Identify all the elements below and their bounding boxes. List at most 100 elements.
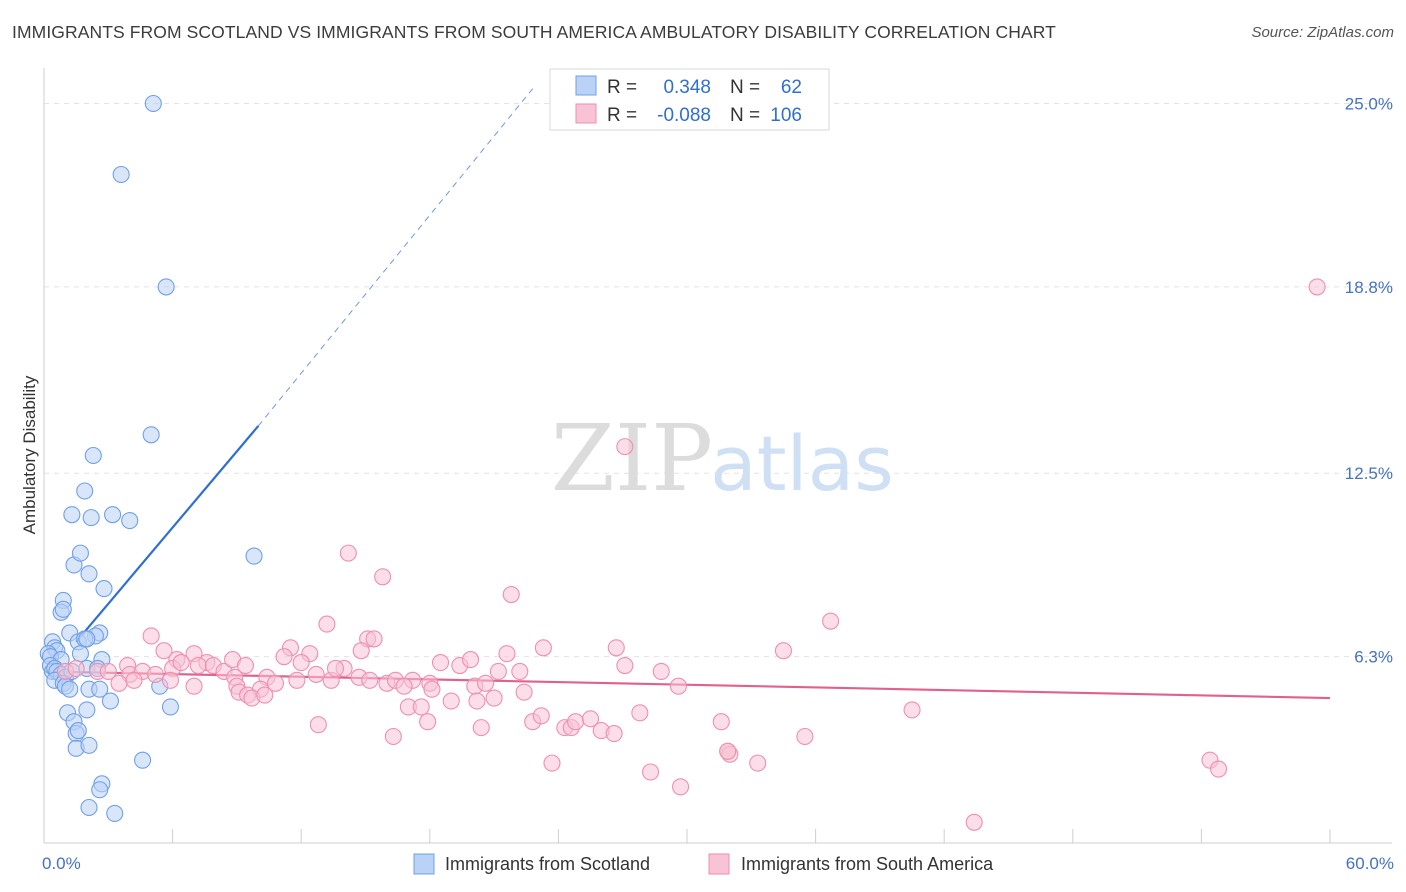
south-america-point [1308, 278, 1326, 296]
south-america-point [185, 677, 203, 695]
south-america-point [774, 642, 793, 660]
south-america-point [822, 612, 840, 630]
south-america-point [419, 713, 437, 731]
stats-r-value-2: -0.088 [657, 105, 711, 126]
stats-swatch-south-america [575, 103, 597, 124]
south-america-point [309, 716, 327, 734]
south-america-point [581, 710, 600, 728]
south-america-point [146, 665, 165, 683]
y-tick-label: 18.8% [1345, 278, 1393, 297]
trend-lines [43, 88, 1331, 700]
south-america-point [642, 763, 660, 781]
south-america-point [461, 651, 480, 669]
x-minor-ticks [43, 829, 1331, 843]
south-america-point [468, 692, 486, 710]
south-america-point [502, 585, 520, 604]
south-america-point [442, 692, 460, 710]
south-america-point [903, 701, 921, 719]
y-tick-label: 25.0% [1345, 94, 1393, 113]
scotland-point [80, 565, 98, 583]
scotland-point [157, 278, 175, 296]
scotland-point [54, 600, 72, 618]
south-america-point [616, 656, 634, 675]
south-america-point [543, 754, 561, 772]
stats-swatch-scotland [575, 75, 597, 96]
south-america-point [172, 654, 190, 672]
scotland-point [112, 165, 130, 184]
south-america-point [307, 665, 325, 683]
south-america-point [719, 742, 737, 760]
scotland-point [61, 680, 79, 698]
south-america-point [161, 671, 180, 689]
scotland-point [101, 692, 119, 710]
stats-n-value-2: 106 [770, 105, 802, 126]
south-america-point [1209, 760, 1228, 778]
south-america-point [395, 677, 413, 695]
gridlines [44, 102, 1392, 658]
stats-box: R = 0.348 N = 62 R = -0.088 N = 106 [549, 68, 830, 131]
south-america-point [142, 627, 160, 645]
legend: Immigrants from Scotland Immigrants from… [413, 853, 994, 875]
south-america-point [125, 671, 143, 689]
south-america-point [236, 656, 255, 675]
south-america-point [361, 671, 379, 689]
x-tick-label: 60.0% [1346, 854, 1394, 873]
scotland-point [142, 426, 160, 444]
scotland-point [91, 680, 109, 698]
south-america-point [318, 615, 336, 633]
scotland-point [76, 482, 94, 500]
south-america-point [534, 639, 552, 657]
south-america-point [566, 713, 585, 731]
watermark-atlas: atlas [710, 419, 894, 508]
south-america-point [423, 680, 441, 698]
scotland-point [121, 512, 139, 530]
stats-r-label-2: R = [607, 105, 637, 126]
south-america-point [607, 639, 625, 657]
chart-title: IMMIGRANTS FROM SCOTLAND VS IMMIGRANTS F… [12, 22, 1056, 42]
x-tick-labels: 0.0% 60.0% [42, 854, 1394, 873]
south-america-point [256, 686, 274, 704]
south-america-point [189, 656, 207, 675]
scotland-point [144, 94, 162, 113]
scotland-point [78, 630, 96, 648]
stats-r-label-1: R = [607, 77, 637, 98]
data-points [39, 94, 1326, 831]
watermark: ZIP atlas [551, 405, 894, 512]
south-america-point [326, 659, 345, 678]
south-america-point [431, 654, 450, 672]
south-america-point [712, 713, 730, 731]
south-america-point [631, 704, 649, 722]
south-america-point [511, 662, 529, 680]
south-america-point [965, 813, 983, 831]
south-america-point [669, 677, 687, 695]
south-america-point [498, 645, 516, 663]
south-america-point [99, 662, 117, 680]
south-america-point [374, 568, 392, 586]
scotland-point [71, 645, 89, 663]
south-america-point [749, 754, 767, 772]
watermark-zip: ZIP [551, 405, 713, 512]
y-tick-labels: 6.3% 12.5% 18.8% 25.0% [1345, 94, 1393, 666]
scotland-point [69, 722, 87, 740]
south-america-point [485, 689, 503, 707]
south-america-point [266, 674, 285, 692]
scotland-point [161, 698, 180, 716]
scotland-point [104, 506, 122, 524]
south-america-point [292, 654, 310, 672]
scotland-point [106, 804, 124, 822]
scotland-point [80, 798, 98, 817]
scotland-point [71, 544, 89, 562]
south-america-point [652, 662, 670, 680]
scotland-point [134, 751, 152, 769]
south-america-point [476, 674, 495, 692]
south-america-point [384, 727, 402, 746]
scotland-point [82, 509, 100, 527]
scotland-point [80, 736, 98, 754]
scotland-point [78, 701, 96, 719]
south-america-point [339, 544, 357, 562]
stats-r-value-1: 0.348 [663, 77, 711, 98]
trend-line-extension-0 [257, 88, 534, 427]
stats-n-label-2: N = [730, 105, 760, 126]
stats-n-label-1: N = [730, 77, 760, 98]
scotland-point [91, 781, 109, 799]
